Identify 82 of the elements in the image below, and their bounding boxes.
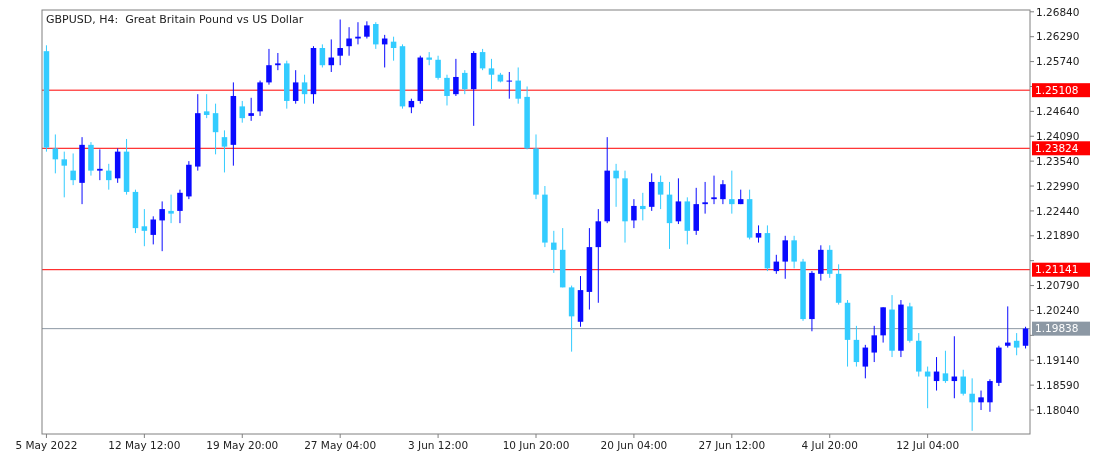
candlestick	[275, 52, 281, 71]
x-tick-label: 20 Jun 04:00	[600, 439, 668, 451]
candlestick	[942, 350, 949, 384]
y-tick-label: 1.20790	[1036, 279, 1080, 292]
candlestick	[613, 163, 619, 208]
x-tick-label: 10 Jun 20:00	[502, 439, 570, 451]
candlestick	[97, 148, 103, 181]
y-tick-label: 1.24640	[1036, 105, 1080, 118]
ref-line-label: 1.19838	[1035, 322, 1079, 335]
candlestick	[52, 133, 59, 174]
candlestick	[159, 200, 165, 252]
candlestick	[177, 189, 183, 224]
candlestick	[791, 235, 797, 269]
candlestick	[987, 378, 993, 413]
candlestick	[355, 21, 361, 45]
candlestick	[675, 177, 682, 225]
candlestick	[631, 198, 637, 229]
candlestick	[168, 194, 174, 224]
x-tick-label: 12 Jul 04:00	[896, 439, 960, 451]
candlestick	[657, 175, 664, 210]
candlestick	[862, 344, 869, 379]
chart-title: GBPUSD, H4: Great Britain Pound vs US Dollar	[46, 13, 304, 26]
candlestick	[70, 152, 76, 186]
candlestick	[462, 69, 468, 95]
x-tick-label: 27 Jun 12:00	[698, 439, 766, 451]
candlestick	[515, 66, 521, 105]
y-tick-label: 1.18040	[1036, 403, 1080, 416]
x-tick-label: 3 Jun 12:00	[408, 439, 469, 451]
y-tick-label: 1.22440	[1036, 204, 1080, 217]
candlestick	[711, 175, 717, 205]
y-tick-label: 1.26290	[1036, 30, 1080, 43]
y-tick-label: 1.22990	[1036, 179, 1080, 192]
y-tick-label: 1.19140	[1036, 353, 1080, 366]
candlestick	[346, 26, 352, 57]
candlestick	[488, 58, 495, 90]
candlestick	[453, 58, 459, 97]
candlestick	[141, 208, 148, 247]
candlestick	[640, 192, 646, 221]
x-tick-label: 12 May 12:00	[108, 439, 181, 451]
candlestick	[221, 129, 228, 173]
y-tick-label: 1.25740	[1036, 55, 1080, 68]
x-tick-label: 4 Jul 20:00	[801, 439, 858, 451]
candlestick	[551, 230, 557, 274]
candlestick	[826, 244, 833, 279]
candlestick	[729, 170, 735, 215]
candlestick	[720, 179, 726, 205]
y-tick-label: 1.18590	[1036, 378, 1080, 391]
candlestick	[248, 97, 254, 122]
x-tick-label: 19 May 20:00	[206, 439, 279, 451]
candlestick	[106, 163, 112, 191]
candlestick	[871, 325, 877, 363]
x-tick-label: 27 May 04:00	[304, 439, 377, 451]
candlestick	[782, 235, 788, 280]
candlestick	[373, 21, 379, 50]
candlestick	[818, 244, 824, 282]
ref-line-label: 1.25108	[1035, 83, 1079, 96]
ref-line-label: 1.21141	[1035, 263, 1079, 276]
y-tick-label: 1.26840	[1036, 5, 1080, 18]
candlestick	[853, 325, 860, 368]
candlestick	[969, 377, 975, 432]
candlestick	[924, 366, 931, 409]
candlestick	[1013, 332, 1020, 356]
y-tick-label: 1.23540	[1036, 154, 1080, 167]
candlestick	[239, 100, 246, 124]
candlestick	[301, 74, 308, 105]
ref-line-label: 1.23824	[1035, 141, 1079, 154]
candlestick	[266, 48, 272, 86]
candlestick	[212, 103, 219, 155]
candlestick	[960, 369, 966, 397]
y-tick-label: 1.20240	[1036, 304, 1080, 317]
y-tick-label: 1.24090	[1036, 129, 1080, 142]
candlestick	[444, 74, 450, 106]
candlestick	[292, 69, 299, 105]
x-tick-label: 5 May 2022	[15, 439, 78, 451]
candlestick	[337, 19, 343, 66]
candlestick	[978, 390, 984, 411]
candlestick	[702, 181, 708, 215]
candlestick	[61, 151, 68, 198]
candlestick	[203, 93, 210, 119]
candlestick	[1004, 305, 1011, 349]
candlestick	[435, 55, 441, 81]
y-tick-label: 1.21890	[1036, 229, 1080, 242]
